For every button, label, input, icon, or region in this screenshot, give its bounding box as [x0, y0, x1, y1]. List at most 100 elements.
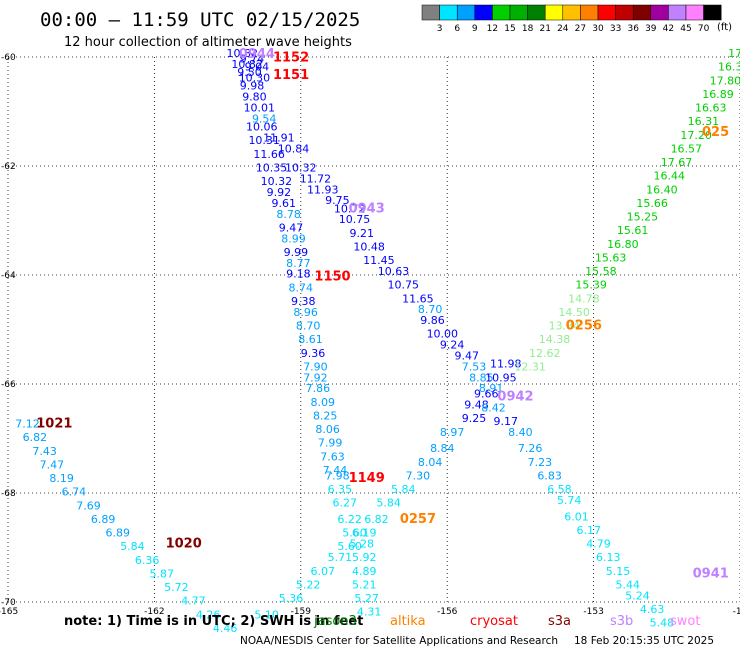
page-title: 00:00 — 11:59 UTC 02/15/2025	[40, 9, 360, 31]
data-point: 11.66	[253, 148, 285, 161]
data-point: 5.15	[606, 565, 631, 578]
data-point: 7.63	[320, 450, 345, 463]
data-point: 7.92	[303, 371, 328, 384]
data-point: 5.22	[296, 578, 321, 591]
colorbar-label: 33	[610, 24, 621, 34]
data-point: 10.72	[334, 202, 366, 215]
data-point: 6.22	[337, 513, 362, 526]
data-point: 16.80	[607, 238, 639, 251]
data-point: 7.53	[462, 360, 487, 373]
data-point: 8.19	[49, 472, 74, 485]
data-point: 7.99	[318, 437, 343, 450]
data-point: 5.48	[650, 617, 675, 630]
data-point: 5.84	[376, 497, 401, 510]
data-point: 10.00	[427, 328, 459, 341]
data-point: 7.23	[528, 456, 553, 469]
data-point: 16.63	[695, 102, 727, 115]
data-point: 11.91	[263, 131, 295, 144]
data-point: 9.75	[325, 194, 350, 207]
data-point: 8.25	[313, 409, 338, 422]
data-point: 14.38	[539, 333, 571, 346]
data-point: 7.12	[15, 418, 40, 431]
data-point: 10.30	[239, 72, 271, 85]
data-point: 6.13	[596, 551, 621, 564]
colorbar-swatch	[544, 4, 564, 21]
satellite-s3a: s3a	[548, 614, 571, 629]
data-point: 6.82	[23, 431, 48, 444]
satellite-altika: altika	[390, 614, 426, 629]
data-point: 10.63	[378, 265, 410, 278]
data-point: 4.46	[213, 622, 238, 635]
data-point: 16.31	[688, 115, 720, 128]
data-point: 6.83	[537, 469, 562, 482]
colorbar-label: 70	[698, 24, 710, 34]
data-point: 9.24	[440, 339, 465, 352]
data-point: 8.78	[276, 208, 301, 221]
x-tick-label: -165	[0, 607, 18, 617]
data-point: 5.24	[625, 589, 650, 602]
data-point: 5.60	[337, 540, 362, 553]
colorbar-swatch	[668, 4, 687, 21]
data-point: 17.67	[661, 156, 693, 169]
pass-time-label: 0942	[497, 389, 533, 404]
data-point: 9.54	[252, 112, 277, 125]
footer-credit: NOAA/NESDIS Center for Satellite Applica…	[240, 635, 558, 647]
satellite-s3b: s3b	[610, 614, 633, 629]
data-point: 9.74	[240, 52, 265, 65]
colorbar-label: 9	[472, 24, 478, 34]
axis-ticks: -60 -62 -64 -66 -68 -70-165 -162 -159 -156 -153 -1…	[0, 53, 740, 617]
colorbar-label: 6	[454, 24, 460, 34]
data-point: 10.84	[278, 142, 310, 155]
data-point: 5.44	[616, 578, 641, 591]
data-point: 8.04	[418, 456, 443, 469]
data-point: 14.50	[558, 306, 590, 319]
satellite-legend: jason3 altika cryosat s3a s3b swot	[313, 614, 700, 629]
data-point: 5.21	[352, 578, 377, 591]
data-point: 7.69	[76, 499, 101, 512]
data-point: 12.62	[529, 347, 561, 360]
x-tick-label: -156	[437, 607, 458, 617]
data-point: 10.01	[244, 102, 276, 115]
data-point: 10.35	[256, 161, 288, 174]
data-marks: 10.829.7410.829.049.5010.309.989.8010.01…	[15, 47, 740, 635]
colorbar-label: 18	[522, 24, 534, 34]
plot-area	[7, 56, 740, 603]
data-point: 10.31	[248, 134, 280, 147]
data-point: 6.07	[311, 565, 336, 578]
pass-labels: 0944115211510943115002560942102111490257…	[36, 47, 729, 581]
data-point: 5.10	[254, 608, 279, 621]
x-tick-label: -162	[144, 607, 164, 617]
data-point: 11.98	[490, 358, 522, 371]
y-tick-label: -68	[1, 489, 16, 499]
colorbar-swatch	[597, 4, 616, 21]
colorbar-swatch	[703, 4, 722, 21]
data-point: 5.36	[279, 592, 304, 605]
data-point: 11.93	[307, 183, 339, 196]
data-point: 9.61	[271, 197, 296, 210]
data-point: 4.77	[181, 595, 206, 608]
data-point: 4.26	[196, 608, 221, 621]
footer-note: note: 1) Time is in UTC; 2) SWH is in fe…	[64, 614, 363, 629]
data-point: 15.39	[575, 279, 607, 292]
pass-time-label: 0943	[349, 201, 385, 216]
data-point: 7.43	[32, 445, 57, 458]
y-tick-label: -60	[1, 53, 16, 63]
data-point: 8.61	[298, 333, 323, 346]
data-point: 9.86	[420, 314, 445, 327]
data-point: 9.50	[237, 66, 262, 79]
data-point: 9.47	[454, 349, 479, 362]
data-point: 10.32	[285, 161, 317, 174]
data-point: 9.92	[267, 186, 292, 199]
colorbar-swatch	[527, 4, 546, 21]
colorbar-swatch	[509, 4, 528, 21]
data-point: 7.98	[325, 469, 350, 482]
data-point: 4.31	[357, 606, 382, 619]
colorbar-label: 30	[592, 24, 604, 34]
data-point: 9.21	[350, 227, 375, 240]
data-point: 7.44	[323, 464, 348, 477]
data-point: 6.35	[328, 483, 353, 496]
data-point: 7.86	[306, 382, 331, 395]
colorbar-legend: 3 6 9 12 15 18 21 24 27 30 33 36 39 42 45 70	[421, 4, 722, 34]
data-point: 4.63	[640, 603, 665, 616]
data-point: 15.66	[636, 197, 668, 210]
